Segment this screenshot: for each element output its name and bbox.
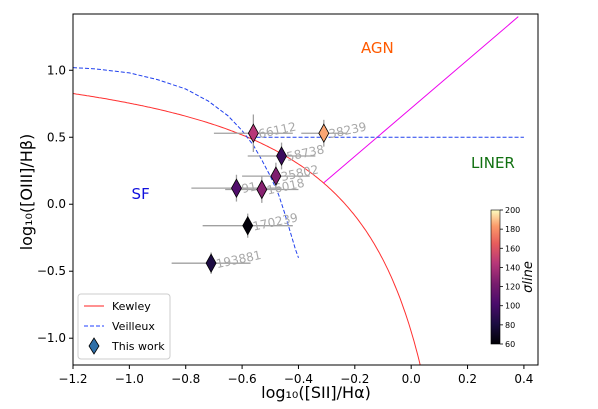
legend-label: This work [111, 340, 165, 353]
data-point-diamond [318, 123, 330, 144]
y-tick-label: −0.5 [37, 264, 66, 278]
point-label: 38239 [328, 120, 368, 142]
data-point-diamond [205, 253, 217, 274]
colorbar-tick-label: 100 [505, 302, 520, 311]
x-tick-label: −0.6 [228, 372, 257, 386]
legend-diamond-marker [88, 337, 100, 355]
x-tick-label: −0.8 [171, 372, 200, 386]
colorbar: 60 80 100 120 140 160 180 200 σline [490, 206, 536, 349]
data-point-diamond [242, 215, 254, 236]
y-tick-label: 0.0 [47, 197, 66, 211]
x-tick-label: −0.4 [284, 372, 313, 386]
x-tick-label: −1.2 [58, 372, 87, 386]
x-tick-label: −1.0 [115, 372, 144, 386]
legend-label: Veilleux [112, 320, 155, 333]
x-axis-ticks: −1.2 −1.0 −0.8 −0.6 −0.4 −0.2 0.0 0.2 0.4 [58, 365, 533, 386]
legend-box [77, 293, 171, 360]
x-tick-label: 0.4 [514, 372, 533, 386]
colorbar-tick-label: 120 [505, 283, 520, 292]
y-axis-label: log₁₀([OIII]/Hβ) [17, 134, 36, 251]
point-label: 91 [240, 179, 258, 196]
x-axis-label: log₁₀([SII]/Hα) [261, 383, 371, 402]
colorbar-label: σline [521, 261, 536, 293]
veilleux-line [73, 67, 299, 258]
region-label-agn: AGN [361, 39, 394, 57]
region-label-liner: LINER [471, 154, 515, 172]
colorbar-gradient [490, 209, 501, 345]
y-tick-label: 0.5 [47, 130, 66, 144]
data-point-diamond [276, 146, 288, 166]
point-label: 193881 [215, 248, 263, 271]
colorbar-tick-label: 80 [505, 321, 515, 330]
point-label: 66112 [257, 120, 297, 142]
region-label-sf: SF [132, 185, 150, 203]
colorbar-tick-label: 60 [505, 340, 515, 349]
y-tick-label: 1.0 [47, 63, 66, 77]
x-tick-label: −0.2 [340, 372, 369, 386]
x-tick-label: 0.0 [402, 372, 421, 386]
data-point-diamond [230, 178, 242, 198]
point-label: 58738 [285, 142, 325, 164]
data-point-diamond [256, 179, 268, 200]
data-point-diamond [270, 166, 282, 186]
legend-label: Kewley [112, 300, 151, 313]
reference-lines [73, 16, 524, 365]
colorbar-tick-label: 160 [505, 244, 520, 253]
data-point-diamond [247, 123, 259, 144]
colorbar-tick-label: 200 [505, 206, 520, 215]
x-tick-label: 0.2 [458, 372, 477, 386]
liner-boundary-line [323, 16, 519, 184]
plot-frame [72, 13, 539, 366]
region-labels: AGN SF LINER [132, 39, 515, 203]
colorbar-tick-label: 140 [505, 263, 520, 272]
colorbar-tick-label: 180 [505, 225, 520, 234]
y-axis-ticks: −1.0 −0.5 0.0 0.5 1.0 [37, 63, 73, 345]
point-label: 170239 [251, 210, 299, 233]
y-tick-label: −1.0 [37, 331, 66, 345]
legend: Kewley Veilleux This work [77, 293, 171, 360]
